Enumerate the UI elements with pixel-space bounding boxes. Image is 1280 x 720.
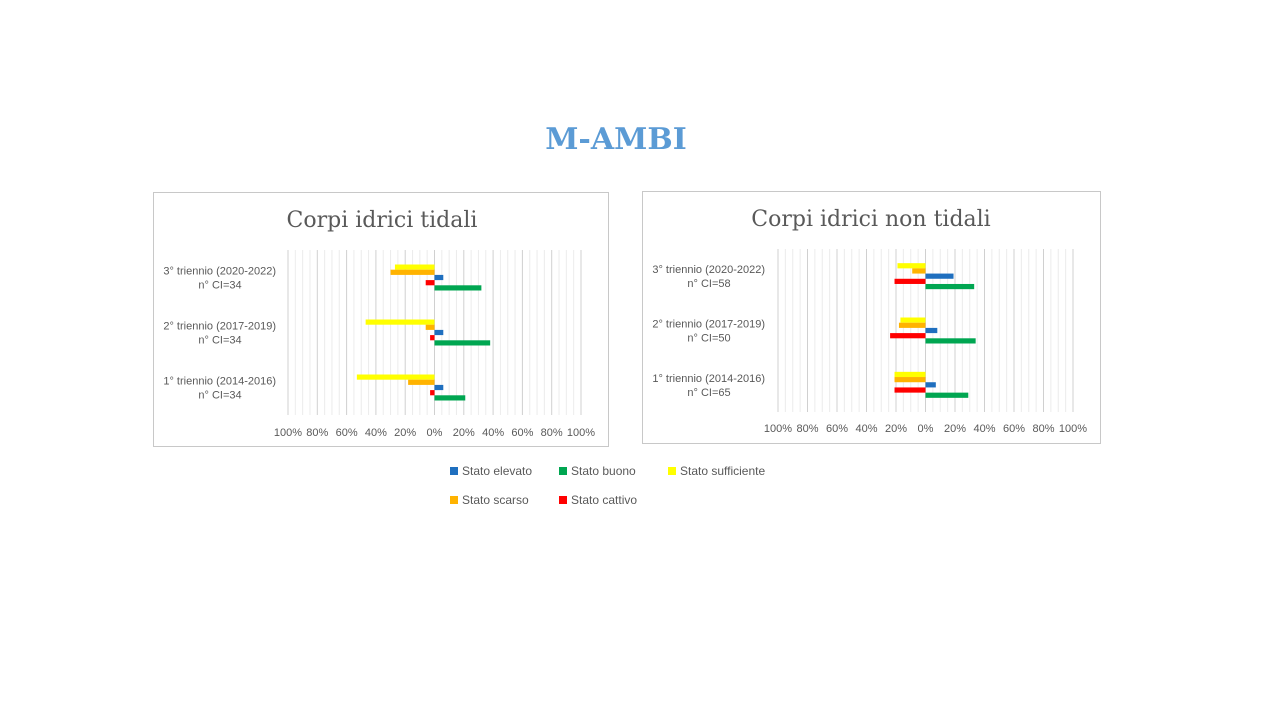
x-tick-label: 40% <box>855 423 877 435</box>
legend-label: Stato elevato <box>462 464 533 478</box>
category-sublabel: n° CI=65 <box>687 387 730 399</box>
chart-non-tidali: Corpi idrici non tidali 3° triennio (2020… <box>642 191 1101 444</box>
x-tick-label: 40% <box>365 427 387 439</box>
bar-stato-sufficiente <box>897 263 926 269</box>
bar-stato-sufficiente <box>900 317 926 323</box>
bar-stato-scarso <box>408 379 435 385</box>
x-tick-label: 80% <box>1032 423 1054 435</box>
x-tick-label: 60% <box>826 423 848 435</box>
bar-stato-buono <box>434 340 491 346</box>
bar-stato-scarso <box>898 322 926 328</box>
x-tick-label: 100% <box>274 427 302 439</box>
bar-stato-buono <box>434 285 482 291</box>
x-tick-label: 40% <box>973 423 995 435</box>
bar-stato-buono <box>925 392 969 398</box>
bar-stato-elevato <box>925 382 936 388</box>
bar-stato-cattivo <box>894 278 926 284</box>
bar-stato-elevato <box>925 327 938 334</box>
x-tick-label: 20% <box>453 427 475 439</box>
chart-tidali-svg: Corpi idrici tidali 3° triennio (2020-202… <box>163 208 595 439</box>
bar-stato-cattivo <box>425 280 435 286</box>
chart-title: Corpi idrici tidali <box>287 208 478 233</box>
legend-item: Stato sufficiente <box>668 464 765 478</box>
category-label: 1° triennio (2014-2016) <box>163 376 276 388</box>
category-label: 3° triennio (2020-2022) <box>163 266 276 278</box>
bar-stato-buono <box>925 338 976 344</box>
x-tick-label: 20% <box>944 423 966 435</box>
bar-stato-buono <box>434 395 466 401</box>
x-tick-label: 100% <box>764 423 792 435</box>
bar-stato-scarso <box>390 269 435 275</box>
bar-stato-cattivo <box>430 335 435 341</box>
x-tick-label: 40% <box>482 427 504 439</box>
legend-swatch <box>450 496 458 504</box>
bar-stato-sufficiente <box>365 319 435 325</box>
bar-stato-elevato <box>434 274 444 281</box>
legend-swatch <box>450 467 458 475</box>
chart-non-tidali-svg: Corpi idrici non tidali 3° triennio (2020… <box>652 207 1087 435</box>
chart-tidali: Corpi idrici tidali 3° triennio (2020-202… <box>153 192 609 447</box>
legend-item: Stato buono <box>559 464 636 478</box>
x-tick-label: 80% <box>541 427 563 439</box>
slide-title: M-AMBI <box>545 122 687 157</box>
category-sublabel: n° CI=34 <box>198 390 241 402</box>
category-label: 2° triennio (2017-2019) <box>163 321 276 333</box>
x-tick-label: 0% <box>918 423 934 435</box>
bar-stato-scarso <box>425 324 435 330</box>
bar-stato-sufficiente <box>356 374 435 380</box>
category-label: 3° triennio (2020-2022) <box>652 264 765 276</box>
x-tick-label: 80% <box>796 423 818 435</box>
bar-stato-elevato <box>925 273 954 279</box>
chart-title: Corpi idrici non tidali <box>751 207 990 232</box>
x-tick-label: 100% <box>1059 423 1087 435</box>
x-tick-label: 80% <box>306 427 328 439</box>
bar-stato-scarso <box>912 268 926 274</box>
category-sublabel: n° CI=50 <box>687 333 730 345</box>
bar-stato-cattivo <box>890 333 926 339</box>
legend-item: Stato elevato <box>450 464 532 478</box>
legend-swatch <box>668 467 676 475</box>
x-tick-label: 60% <box>1003 423 1025 435</box>
legend-swatch <box>559 496 567 504</box>
bar-stato-sufficiente <box>894 371 926 378</box>
legend-label: Stato scarso <box>462 493 529 507</box>
category-label: 1° triennio (2014-2016) <box>652 373 765 385</box>
bar-stato-elevato <box>434 384 444 391</box>
bar-stato-elevato <box>434 329 444 336</box>
legend-item: Stato cattivo <box>559 493 637 507</box>
x-tick-label: 20% <box>394 427 416 439</box>
category-sublabel: n° CI=34 <box>198 335 241 347</box>
bar-stato-scarso <box>894 377 926 383</box>
bar-stato-cattivo <box>894 387 926 393</box>
legend-item: Stato scarso <box>450 493 529 507</box>
bar-stato-cattivo <box>430 390 435 396</box>
x-tick-label: 20% <box>885 423 907 435</box>
legend-swatch <box>559 467 567 475</box>
x-tick-label: 100% <box>567 427 595 439</box>
legend-label: Stato buono <box>571 464 636 478</box>
legend-label: Stato sufficiente <box>680 464 766 478</box>
x-tick-label: 60% <box>336 427 358 439</box>
category-sublabel: n° CI=34 <box>198 280 241 292</box>
x-tick-label: 60% <box>511 427 533 439</box>
bar-stato-buono <box>925 283 975 290</box>
bar-stato-sufficiente <box>394 264 435 270</box>
category-label: 2° triennio (2017-2019) <box>652 319 765 331</box>
category-sublabel: n° CI=58 <box>687 278 730 290</box>
legend-label: Stato cattivo <box>571 493 638 507</box>
x-tick-label: 0% <box>427 427 443 439</box>
